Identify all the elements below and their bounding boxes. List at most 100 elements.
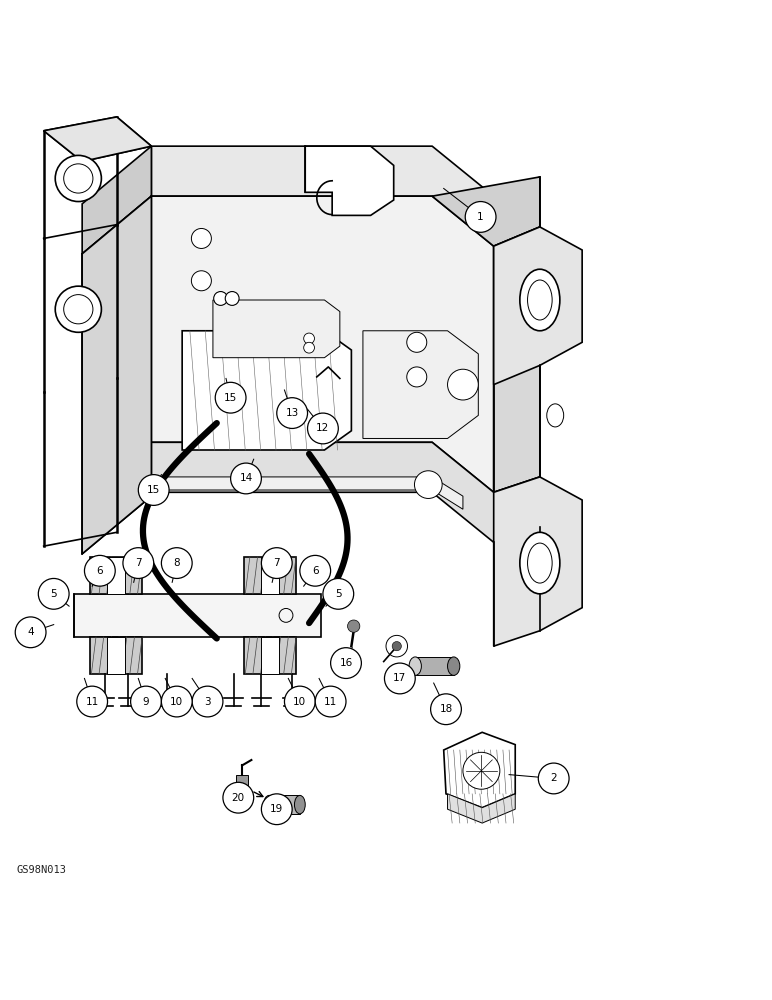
Circle shape <box>84 555 115 586</box>
Polygon shape <box>155 477 463 509</box>
Circle shape <box>303 333 314 344</box>
Circle shape <box>284 686 315 717</box>
Circle shape <box>262 548 292 578</box>
Circle shape <box>123 548 154 578</box>
Polygon shape <box>82 196 151 554</box>
Text: GS98N013: GS98N013 <box>17 865 66 875</box>
Bar <box>107 557 125 594</box>
Ellipse shape <box>520 532 560 594</box>
Circle shape <box>347 620 360 632</box>
Circle shape <box>315 686 346 717</box>
Polygon shape <box>182 331 351 450</box>
Text: 2: 2 <box>550 773 557 783</box>
Text: 11: 11 <box>324 697 337 707</box>
Circle shape <box>39 578 69 609</box>
Polygon shape <box>82 146 151 254</box>
Polygon shape <box>305 146 394 215</box>
Circle shape <box>161 548 192 578</box>
Circle shape <box>407 332 427 352</box>
Text: 9: 9 <box>143 697 149 707</box>
Circle shape <box>15 617 46 648</box>
Polygon shape <box>444 732 515 808</box>
Bar <box>74 594 320 637</box>
Circle shape <box>384 663 415 694</box>
Polygon shape <box>213 300 340 358</box>
Polygon shape <box>493 227 582 385</box>
Bar <box>236 775 249 791</box>
Circle shape <box>330 648 361 678</box>
Text: 7: 7 <box>135 558 141 568</box>
Circle shape <box>463 752 499 789</box>
Ellipse shape <box>448 657 460 675</box>
Circle shape <box>76 686 107 717</box>
Bar <box>244 557 296 594</box>
Text: 6: 6 <box>96 566 103 576</box>
Text: 6: 6 <box>312 566 319 576</box>
Circle shape <box>466 202 496 232</box>
Bar <box>107 637 125 674</box>
Text: 13: 13 <box>286 408 299 418</box>
Circle shape <box>392 642 401 651</box>
Circle shape <box>138 475 169 505</box>
Circle shape <box>431 694 462 725</box>
Circle shape <box>407 367 427 387</box>
Polygon shape <box>44 117 151 162</box>
Polygon shape <box>44 117 151 162</box>
Polygon shape <box>493 227 540 492</box>
Text: 5: 5 <box>335 589 342 599</box>
Bar <box>269 795 300 814</box>
Circle shape <box>192 686 223 717</box>
Ellipse shape <box>56 155 101 202</box>
Circle shape <box>262 794 292 825</box>
Circle shape <box>231 463 262 494</box>
Text: 3: 3 <box>205 697 211 707</box>
Text: 11: 11 <box>86 697 99 707</box>
Bar <box>244 637 296 674</box>
Polygon shape <box>151 442 540 542</box>
Circle shape <box>214 292 228 305</box>
Polygon shape <box>432 177 540 246</box>
Text: 1: 1 <box>477 212 484 222</box>
Circle shape <box>223 782 254 813</box>
Circle shape <box>215 382 246 413</box>
Text: 5: 5 <box>50 589 57 599</box>
Text: 14: 14 <box>239 473 252 483</box>
Text: 16: 16 <box>340 658 353 668</box>
Bar <box>90 557 142 594</box>
Text: 15: 15 <box>147 485 161 495</box>
Circle shape <box>307 413 338 444</box>
Circle shape <box>191 271 212 291</box>
Circle shape <box>300 555 330 586</box>
Circle shape <box>161 686 192 717</box>
Circle shape <box>323 578 354 609</box>
Circle shape <box>448 369 479 400</box>
Text: 17: 17 <box>393 673 407 683</box>
Polygon shape <box>493 477 582 646</box>
Text: 8: 8 <box>174 558 180 568</box>
Polygon shape <box>151 196 493 492</box>
Text: 7: 7 <box>273 558 280 568</box>
Circle shape <box>303 342 314 353</box>
Text: 15: 15 <box>224 393 237 403</box>
Ellipse shape <box>520 269 560 331</box>
Ellipse shape <box>264 795 275 814</box>
Circle shape <box>277 398 307 428</box>
Text: 12: 12 <box>317 423 330 433</box>
Ellipse shape <box>56 286 101 332</box>
Ellipse shape <box>294 795 305 814</box>
Bar <box>261 637 279 674</box>
Polygon shape <box>151 146 540 246</box>
Bar <box>415 657 454 675</box>
Bar <box>90 637 142 674</box>
Circle shape <box>415 471 442 498</box>
Circle shape <box>225 292 239 305</box>
Text: 19: 19 <box>270 804 283 814</box>
Text: 20: 20 <box>232 793 245 803</box>
Text: 10: 10 <box>170 697 183 707</box>
Bar <box>261 557 279 594</box>
Polygon shape <box>448 794 515 823</box>
Polygon shape <box>363 331 479 438</box>
Text: 18: 18 <box>439 704 452 714</box>
Text: 10: 10 <box>293 697 306 707</box>
Text: 4: 4 <box>27 627 34 637</box>
